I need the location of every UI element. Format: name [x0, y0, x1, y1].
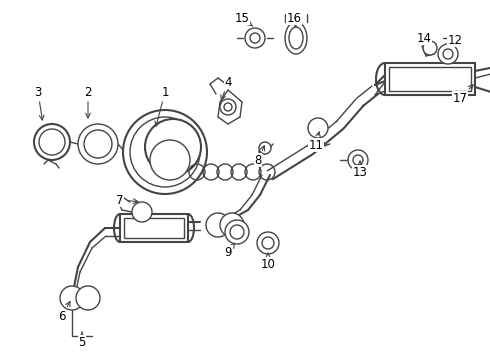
Circle shape [34, 124, 70, 160]
Text: 10: 10 [261, 253, 275, 270]
Circle shape [257, 232, 279, 254]
Text: 1: 1 [155, 86, 169, 126]
Text: 5: 5 [78, 332, 86, 348]
Circle shape [220, 99, 236, 115]
Circle shape [245, 28, 265, 48]
Circle shape [250, 33, 260, 43]
Ellipse shape [289, 27, 303, 49]
Circle shape [225, 220, 249, 244]
Text: 6: 6 [58, 302, 70, 323]
Circle shape [348, 150, 368, 170]
Text: 7: 7 [116, 194, 138, 207]
Text: 2: 2 [84, 86, 92, 118]
Circle shape [60, 286, 84, 310]
Circle shape [132, 202, 152, 222]
Text: 12: 12 [447, 33, 463, 46]
Text: 8: 8 [254, 146, 265, 166]
Circle shape [220, 213, 244, 237]
Circle shape [308, 118, 328, 138]
Circle shape [224, 103, 232, 111]
Text: 11: 11 [309, 132, 323, 152]
Text: 4: 4 [221, 76, 232, 100]
Circle shape [150, 140, 190, 180]
Circle shape [423, 41, 437, 55]
Text: 14: 14 [416, 32, 432, 45]
Text: 13: 13 [353, 161, 368, 179]
Bar [120, 214, 188, 242]
Text: 9: 9 [224, 243, 235, 258]
Bar [389, 67, 471, 91]
Circle shape [145, 119, 201, 175]
Text: 15: 15 [235, 12, 252, 26]
Circle shape [262, 237, 274, 249]
Circle shape [39, 129, 65, 155]
Circle shape [259, 142, 271, 154]
Text: 16: 16 [287, 12, 301, 28]
Circle shape [123, 110, 207, 194]
Circle shape [438, 44, 458, 64]
Circle shape [230, 225, 244, 239]
Text: 3: 3 [34, 86, 44, 120]
Circle shape [353, 155, 363, 165]
Circle shape [84, 130, 112, 158]
Circle shape [443, 49, 453, 59]
Text: 17: 17 [452, 85, 473, 104]
Circle shape [130, 117, 200, 187]
Circle shape [76, 286, 100, 310]
Circle shape [78, 124, 118, 164]
Bar [124, 218, 184, 238]
Bar [385, 63, 475, 95]
Circle shape [206, 213, 230, 237]
Ellipse shape [285, 22, 307, 54]
